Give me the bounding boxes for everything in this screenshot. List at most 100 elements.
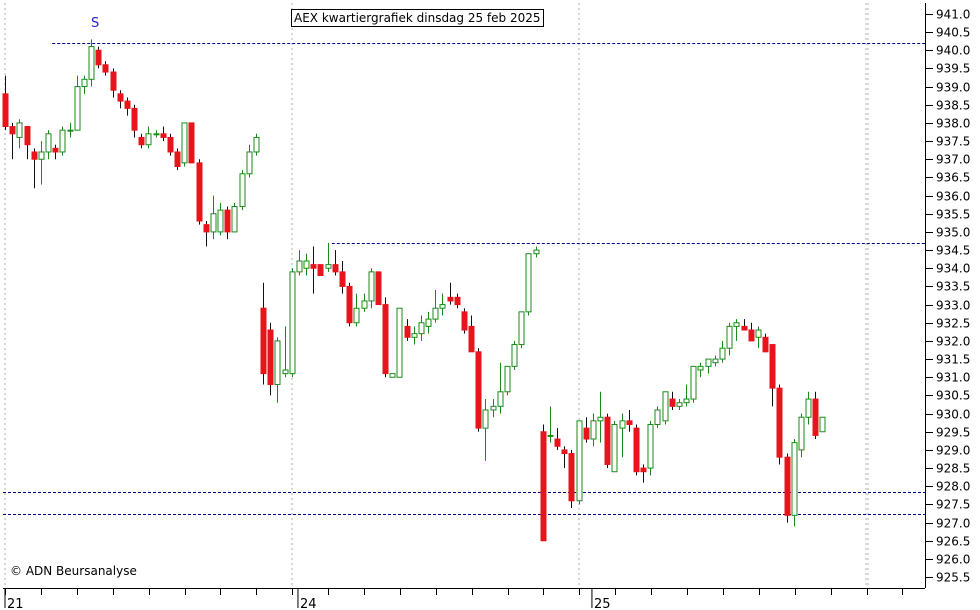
candle-body [9, 126, 16, 135]
candle-body [597, 416, 604, 422]
candle-body [719, 347, 726, 360]
candle-body [576, 420, 583, 502]
candle [375, 271, 382, 306]
candle [45, 130, 52, 160]
candle [776, 384, 783, 465]
candle [153, 130, 160, 138]
candle [712, 355, 719, 367]
candle [633, 424, 640, 476]
candle-body [619, 420, 626, 429]
candle [361, 293, 368, 312]
y-tick-label: 940.0 [936, 44, 970, 58]
y-tick-label: 937.5 [936, 135, 970, 149]
y-tick-label: 932.5 [936, 317, 970, 331]
candle [317, 264, 324, 277]
candle-body [88, 46, 95, 80]
candle [196, 159, 203, 225]
y-tick-label: 927.5 [936, 498, 970, 512]
candle-body [404, 325, 411, 338]
candle-body [117, 93, 124, 102]
candle-body [468, 325, 475, 353]
candle-body [568, 453, 575, 502]
candle-body [74, 86, 81, 131]
candle [604, 413, 611, 469]
candle [805, 391, 812, 425]
y-tick-label: 941.0 [936, 8, 970, 22]
candle [676, 399, 683, 410]
candle-body [260, 307, 267, 375]
candle-body [819, 416, 826, 433]
candle-body [174, 151, 181, 168]
candle [576, 420, 583, 505]
candle [74, 75, 81, 131]
y-tick-label: 933.0 [936, 299, 970, 313]
candle [131, 104, 138, 138]
y-tick-label: 940.5 [936, 26, 970, 40]
candle [719, 340, 726, 363]
candle [59, 126, 66, 156]
candle [504, 365, 511, 396]
candle-body [697, 365, 704, 371]
candle-body [282, 369, 289, 375]
candle [88, 39, 95, 87]
candle [95, 46, 102, 69]
candle-body [776, 387, 783, 458]
candle-body [339, 271, 346, 287]
candle [468, 315, 475, 353]
y-tick-label: 939.5 [936, 62, 970, 76]
candle-body [518, 311, 525, 346]
candle [325, 242, 332, 272]
candle-body [131, 107, 138, 131]
x-day-label: 24 [300, 597, 317, 610]
candle-body [110, 71, 117, 91]
y-axis: 925.5 926.0 926.5 927.0 927.5 928.0 928.5 929.0… [925, 3, 970, 588]
candle [547, 406, 554, 443]
candle [404, 319, 411, 341]
y-tick-label: 934.0 [936, 262, 970, 276]
candle [24, 126, 31, 160]
candle-body [690, 365, 697, 400]
candle [640, 464, 647, 483]
candle-body [375, 271, 382, 306]
candle-body [583, 427, 590, 440]
y-tick-label: 929.0 [936, 444, 970, 458]
candle [705, 358, 712, 374]
candle-body [741, 325, 748, 331]
candle [253, 133, 260, 156]
candle [217, 202, 224, 236]
candle [726, 322, 733, 356]
candle [239, 170, 246, 211]
candle-body [346, 285, 353, 324]
candle-body [733, 322, 740, 327]
candle-body [654, 409, 661, 425]
x-axis: 21 24 25 [3, 588, 925, 610]
candle-body [353, 307, 360, 324]
candle [590, 413, 597, 447]
candle [203, 221, 210, 247]
candle-body [705, 358, 712, 367]
candle-body [432, 307, 439, 320]
candle [554, 428, 561, 450]
candle-body [447, 296, 454, 302]
candle-body [310, 264, 317, 269]
candle [475, 348, 482, 432]
candle-body [454, 296, 461, 306]
candle [784, 453, 791, 523]
credit-text: © ADN Beursanalyse [10, 564, 137, 578]
candle [174, 148, 181, 171]
y-tick-label: 934.5 [936, 244, 970, 258]
candle [339, 260, 346, 294]
candle-body [95, 49, 102, 66]
y-tick-label: 928.0 [936, 480, 970, 494]
candle-body [798, 416, 805, 451]
candle [346, 282, 353, 327]
candle-body [181, 122, 188, 164]
candle-body [59, 129, 66, 153]
y-tick-label: 933.5 [936, 280, 970, 294]
candle [490, 399, 497, 418]
candle-body [253, 136, 260, 153]
y-tick-label: 926.0 [936, 553, 970, 567]
candle [267, 322, 274, 396]
candle-body [726, 325, 733, 349]
candle-body [396, 307, 403, 378]
